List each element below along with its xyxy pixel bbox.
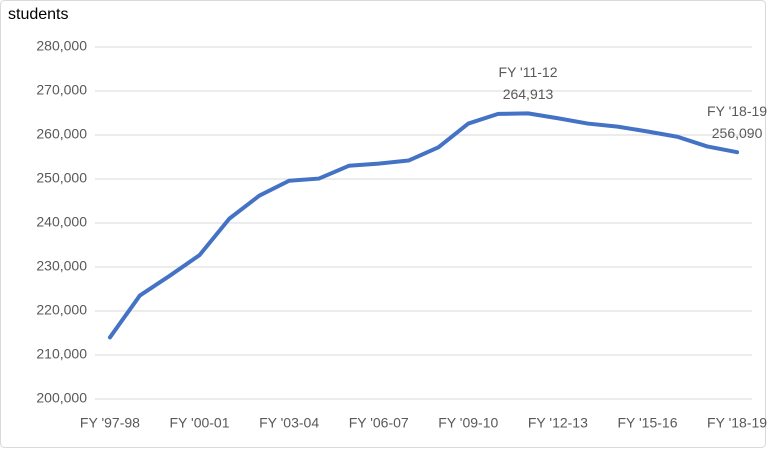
point-label: FY '11-12: [499, 64, 558, 80]
y-tick-label: 250,000: [36, 170, 87, 186]
y-tick-label: 260,000: [36, 126, 87, 142]
data-line: [107, 111, 740, 340]
x-tick-label: FY '00-01: [170, 415, 230, 431]
x-tick-label: FY '12-13: [528, 415, 588, 431]
value-label: 264,913: [503, 86, 554, 102]
x-tick-label: FY '03-04: [259, 415, 319, 431]
y-tick-label: 200,000: [36, 390, 87, 406]
x-tick-label: FY '06-07: [349, 415, 409, 431]
x-tick-label: FY '09-10: [438, 415, 498, 431]
y-tick-label: 240,000: [36, 214, 87, 230]
x-tick-label: FY '18-19: [707, 415, 767, 431]
x-tick-label: FY '15-16: [617, 415, 677, 431]
x-tick-label: FY '97-98: [80, 415, 140, 431]
y-tick-label: 210,000: [36, 346, 87, 362]
y-tick-label: 270,000: [36, 82, 87, 98]
y-axis-title: students: [8, 6, 68, 23]
value-label: 256,090: [712, 125, 763, 141]
point-label: FY '18-19: [707, 103, 767, 119]
y-tick-label: 280,000: [36, 38, 87, 54]
y-tick-label: 220,000: [36, 302, 87, 318]
y-tick-label: 230,000: [36, 258, 87, 274]
